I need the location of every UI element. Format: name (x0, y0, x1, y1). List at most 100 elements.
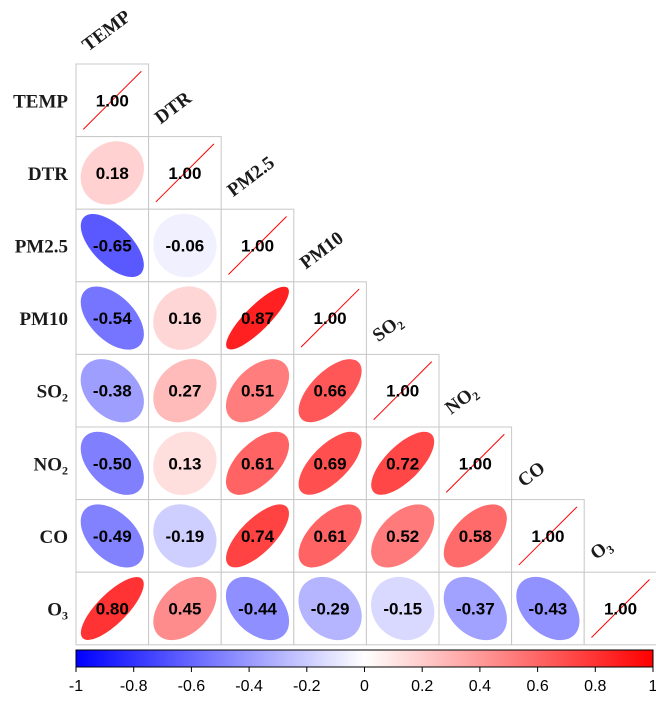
correlation-ellipse (80, 213, 144, 278)
cell-o3-co: -0.43 (511, 571, 585, 646)
row-label-no2: NO2 (34, 454, 69, 477)
correlation-ellipse (225, 359, 290, 423)
cell-pm10-pm25: 0.87 (220, 281, 295, 355)
correlation-ellipse (153, 504, 217, 568)
column-label-o3: O3 (587, 535, 617, 566)
cell-co-pm10: 0.61 (293, 499, 367, 573)
color-scale-tick-label: -1 (69, 678, 83, 695)
color-scale-tick-label: 0.2 (411, 678, 433, 695)
diagonal-line (591, 579, 650, 638)
cell-o3-temp: 0.80 (75, 571, 150, 646)
correlation-ellipse (298, 359, 362, 423)
subscript: 2 (470, 389, 483, 404)
correlation-ellipse (371, 504, 435, 568)
correlation-value: 0.69 (314, 454, 347, 473)
cell-o3-o3: 1.00 (583, 571, 656, 646)
correlation-ellipse (153, 286, 217, 350)
row-label-co: CO (40, 527, 69, 548)
correlation-ellipse (298, 431, 362, 495)
cell-pm10-dtr: 0.16 (148, 281, 222, 355)
cell-so2-pm10: 0.66 (293, 353, 367, 428)
correlation-value: 0.58 (459, 527, 492, 546)
cell-no2-no2: 1.00 (438, 426, 513, 501)
correlation-value: 0.13 (168, 454, 201, 473)
correlation-value: 0.66 (314, 382, 347, 401)
correlation-value: 1.00 (531, 527, 564, 546)
row-labels: TEMP DTR PM2.5 PM10 SO2 NO2 CO O3 (13, 91, 68, 622)
correlation-ellipse (225, 576, 290, 641)
cell-co-dtr: -0.19 (148, 499, 222, 573)
diagonal-line (300, 288, 360, 348)
color-scale-gradient (75, 649, 654, 668)
correlation-value: 1.00 (168, 164, 201, 183)
cell-pm10-pm10: 1.00 (293, 281, 367, 355)
correlation-ellipse (371, 576, 435, 641)
color-scale-tick-label: 0.6 (526, 678, 548, 695)
correlation-ellipse (153, 359, 217, 423)
color-scale-tick-label: -0.4 (235, 678, 263, 695)
correlation-value: -0.29 (311, 600, 350, 619)
correlation-value: 0.52 (386, 527, 419, 546)
correlation-ellipse (371, 431, 435, 495)
correlation-ellipse (80, 577, 144, 640)
column-label-temp: TEMP (78, 6, 135, 56)
diagonal-line (518, 506, 578, 566)
cell-co-no2: 0.58 (438, 499, 513, 573)
cell-so2-pm25: 0.51 (220, 353, 295, 428)
column-label-no2: NO2 (441, 381, 482, 420)
correlation-value: 1.00 (241, 237, 274, 256)
cell-o3-pm10: -0.29 (293, 571, 367, 646)
row-label-pm10: PM10 (19, 309, 68, 330)
correlation-ellipse (298, 504, 362, 568)
correlation-value: 0.16 (168, 309, 201, 328)
color-scale-tick-label: 0 (360, 678, 369, 695)
correlation-value: 0.45 (168, 600, 201, 619)
cell-o3-so2: -0.15 (365, 571, 440, 646)
cell-so2-dtr: 0.27 (148, 353, 222, 428)
column-label-dtr: DTR (151, 88, 196, 129)
correlation-ellipse (80, 141, 144, 205)
color-scale-tick-label: 0.4 (469, 678, 491, 695)
subscript: 2 (62, 463, 68, 477)
row-label-dtr: DTR (28, 164, 68, 185)
cell-pm25-dtr: -0.06 (148, 208, 222, 283)
correlation-ellipse (153, 431, 217, 495)
cell-so2-so2: 1.00 (365, 353, 440, 428)
cell-co-co: 1.00 (511, 499, 585, 573)
diagonal-line (373, 361, 433, 421)
column-label-co: CO (514, 458, 549, 492)
correlation-value: -0.19 (166, 527, 205, 546)
correlation-ellipse (153, 213, 217, 278)
column-label-pm10: PM10 (296, 228, 347, 274)
correlation-value: -0.38 (93, 382, 132, 401)
correlation-ellipse (153, 576, 217, 641)
correlation-value: 0.18 (96, 164, 129, 183)
cell-o3-dtr: 0.45 (148, 571, 222, 646)
correlation-ellipse (226, 286, 289, 350)
cell-no2-pm25: 0.61 (220, 426, 295, 501)
cell-dtr-dtr: 1.00 (148, 136, 222, 210)
correlation-value: -0.43 (529, 600, 568, 619)
color-scale-tick-label: -0.6 (178, 678, 206, 695)
diagonal-line (82, 70, 142, 130)
color-scale-tick-label: 1 (649, 678, 656, 695)
correlation-value: -0.65 (93, 237, 132, 256)
correlation-value: 0.27 (168, 382, 201, 401)
cell-no2-so2: 0.72 (365, 426, 440, 501)
row-label-temp: TEMP (13, 91, 68, 112)
correlation-ellipse (225, 431, 290, 495)
correlation-value: 0.80 (96, 600, 129, 619)
cell-pm25-temp: -0.65 (75, 208, 150, 283)
cell-co-pm25: 0.74 (220, 499, 295, 573)
subscript: 3 (62, 609, 68, 623)
column-label-so2: SO2 (369, 311, 408, 348)
correlation-value: 0.74 (241, 527, 275, 546)
correlation-value: -0.15 (383, 600, 422, 619)
correlation-value: 1.00 (459, 454, 492, 473)
correlation-ellipse (80, 359, 144, 423)
cell-no2-dtr: 0.13 (148, 426, 222, 501)
correlation-ellipse (298, 576, 362, 641)
color-scale-bar: -1 -0.8 -0.6 -0.4 -0.2 0 0.2 0.4 0.6 0.8 1 (69, 649, 656, 695)
correlation-value: 1.00 (386, 382, 419, 401)
